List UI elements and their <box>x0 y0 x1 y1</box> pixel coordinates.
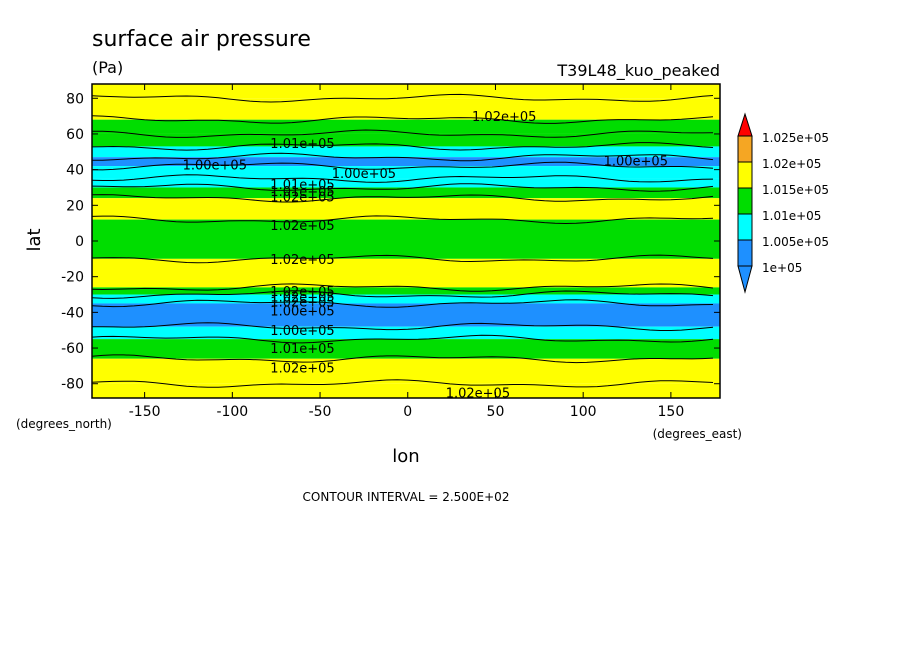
colorbar-under-triangle <box>737 265 753 294</box>
contour-value-label: 1.02e+05 <box>270 290 334 305</box>
contour-line <box>91 354 714 364</box>
y-tick-label: 20 <box>66 198 84 214</box>
contour-line <box>91 152 714 162</box>
colorbar-segment <box>737 239 753 267</box>
contour-value-label: 1.01e+05 <box>270 342 334 357</box>
contour-band <box>92 287 720 295</box>
contour-value-label: 1.02e+05 <box>270 219 334 234</box>
x-units-label: (degrees_east) <box>653 427 742 441</box>
colorbar-label: 1.01e+05 <box>762 209 821 223</box>
contour-band <box>92 98 720 120</box>
x-tick-label: 50 <box>487 404 505 420</box>
contour-interval-label: CONTOUR INTERVAL = 2.500E+02 <box>303 490 510 504</box>
colorbar-label: 1e+05 <box>762 261 802 275</box>
contour-value-label: 1.00e+05 <box>332 167 396 182</box>
colorbar-over-triangle <box>737 112 753 137</box>
contour-line <box>91 215 714 225</box>
chart-title: surface air pressure <box>92 27 311 52</box>
x-tick-label: 100 <box>570 404 597 420</box>
colorbar-segment <box>737 187 753 215</box>
contour-line <box>91 290 714 299</box>
x-axis-label: lon <box>392 446 419 467</box>
contour-value-label: 1.00e+05 <box>270 305 334 320</box>
x-tick-label: -150 <box>129 404 161 420</box>
contour-band <box>92 133 720 147</box>
contour-line <box>91 161 714 171</box>
contour-band <box>92 157 720 167</box>
contour-value-label: 1.00e+05 <box>604 155 668 170</box>
colorbar-segment <box>737 135 753 163</box>
y-tick-label: 40 <box>66 163 84 179</box>
contour-band <box>92 339 720 359</box>
colorbar-segment <box>737 161 753 189</box>
contour-value-label: 1.01e+05 <box>270 178 334 193</box>
contour-line <box>91 334 714 344</box>
contour-line <box>91 142 714 151</box>
colorbar: 1.025e+05 1.02e+05 1.015e+05 1.01e+05 1.005e… <box>737 112 829 294</box>
y-units-label: (degrees_north) <box>16 417 112 431</box>
contour-value-label: 1.02e+05 <box>270 296 334 311</box>
contour-band <box>92 146 720 158</box>
contour-band <box>92 219 720 259</box>
units-label: (Pa) <box>92 58 123 77</box>
contour-line <box>92 322 714 331</box>
contour-band <box>92 294 720 304</box>
contour-value-label: 1.00e+05 <box>183 158 247 173</box>
y-tick-label: -60 <box>61 341 84 357</box>
contour-band <box>92 303 720 327</box>
y-tick-label: -80 <box>61 377 84 393</box>
contour-value-label: 1.01e+05 <box>270 137 334 152</box>
contour-value-label: 1.00e+05 <box>270 324 334 339</box>
contour-line <box>91 183 714 192</box>
contour-value-label: 1.02e+05 <box>270 362 334 377</box>
contour-fill-layer <box>92 84 720 398</box>
axis-ticks: -150 -100 -50 0 50 100 150 80 60 40 20 0 -20 -40 -60 -8… <box>61 84 720 420</box>
contour-value-label: 1.02e+05 <box>446 387 510 402</box>
x-tick-label: 0 <box>403 404 412 420</box>
contour-band <box>92 84 720 99</box>
colorbar-label: 1.025e+05 <box>762 131 829 145</box>
contour-band <box>92 383 720 398</box>
contour-label-layer: 1.02e+051.01e+051.00e+051.00e+051.00e+05… <box>183 110 668 402</box>
contour-line <box>91 254 714 264</box>
contour-line <box>91 379 714 388</box>
colorbar-label: 1.005e+05 <box>762 235 829 249</box>
colorbar-label: 1.015e+05 <box>762 183 829 197</box>
contour-band <box>92 187 720 199</box>
contour-value-label: 1.02e+05 <box>472 110 536 125</box>
contour-line <box>91 299 714 308</box>
contour-value-label: 1.02e+05 <box>270 190 334 205</box>
contour-line <box>92 129 714 138</box>
y-tick-label: 0 <box>75 234 84 250</box>
colorbar-label: 1.02e+05 <box>762 157 821 171</box>
y-tick-label: -40 <box>61 305 84 321</box>
contour-line-layer <box>91 93 714 388</box>
x-tick-label: -50 <box>309 404 332 420</box>
contour-band <box>92 198 720 220</box>
y-tick-label: 60 <box>66 127 84 143</box>
contour-line <box>91 194 714 203</box>
contour-line <box>91 283 714 292</box>
x-tick-label: -100 <box>216 404 248 420</box>
contour-line <box>91 115 714 124</box>
y-axis-label: lat <box>24 228 45 251</box>
contour-line <box>91 174 714 183</box>
x-tick-label: 150 <box>658 404 685 420</box>
contour-value-label: 1.01e+05 <box>270 185 334 200</box>
run-label: T39L48_kuo_peaked <box>556 61 720 81</box>
contour-band <box>92 326 720 340</box>
contour-value-label: 1.02e+05 <box>270 285 334 300</box>
contour-line <box>91 93 714 103</box>
colorbar-segment <box>737 213 753 241</box>
contour-band <box>92 258 720 288</box>
contour-value-label: 1.02e+05 <box>270 253 334 268</box>
y-tick-label: -20 <box>61 270 84 286</box>
y-tick-label: 80 <box>66 91 84 107</box>
contour-band <box>92 178 720 188</box>
